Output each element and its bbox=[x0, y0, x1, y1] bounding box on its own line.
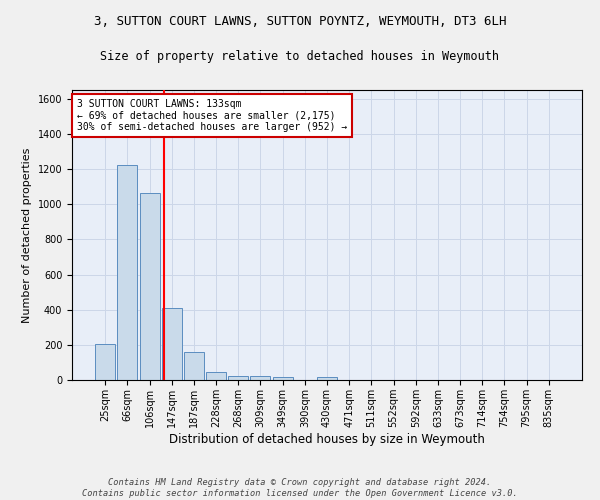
Bar bbox=[95, 344, 115, 380]
Bar bbox=[140, 193, 160, 380]
Bar bbox=[184, 352, 204, 380]
X-axis label: Distribution of detached houses by size in Weymouth: Distribution of detached houses by size … bbox=[169, 432, 485, 446]
Bar bbox=[162, 308, 182, 380]
Text: 3, SUTTON COURT LAWNS, SUTTON POYNTZ, WEYMOUTH, DT3 6LH: 3, SUTTON COURT LAWNS, SUTTON POYNTZ, WE… bbox=[94, 15, 506, 28]
Text: Size of property relative to detached houses in Weymouth: Size of property relative to detached ho… bbox=[101, 50, 499, 63]
Bar bbox=[118, 164, 137, 380]
Bar bbox=[228, 376, 248, 380]
Text: Contains HM Land Registry data © Crown copyright and database right 2024.
Contai: Contains HM Land Registry data © Crown c… bbox=[82, 478, 518, 498]
Bar bbox=[317, 378, 337, 380]
Text: 3 SUTTON COURT LAWNS: 133sqm
← 69% of detached houses are smaller (2,175)
30% of: 3 SUTTON COURT LAWNS: 133sqm ← 69% of de… bbox=[77, 98, 347, 132]
Bar bbox=[272, 378, 293, 380]
Y-axis label: Number of detached properties: Number of detached properties bbox=[22, 148, 32, 322]
Bar bbox=[206, 372, 226, 380]
Bar bbox=[250, 376, 271, 380]
